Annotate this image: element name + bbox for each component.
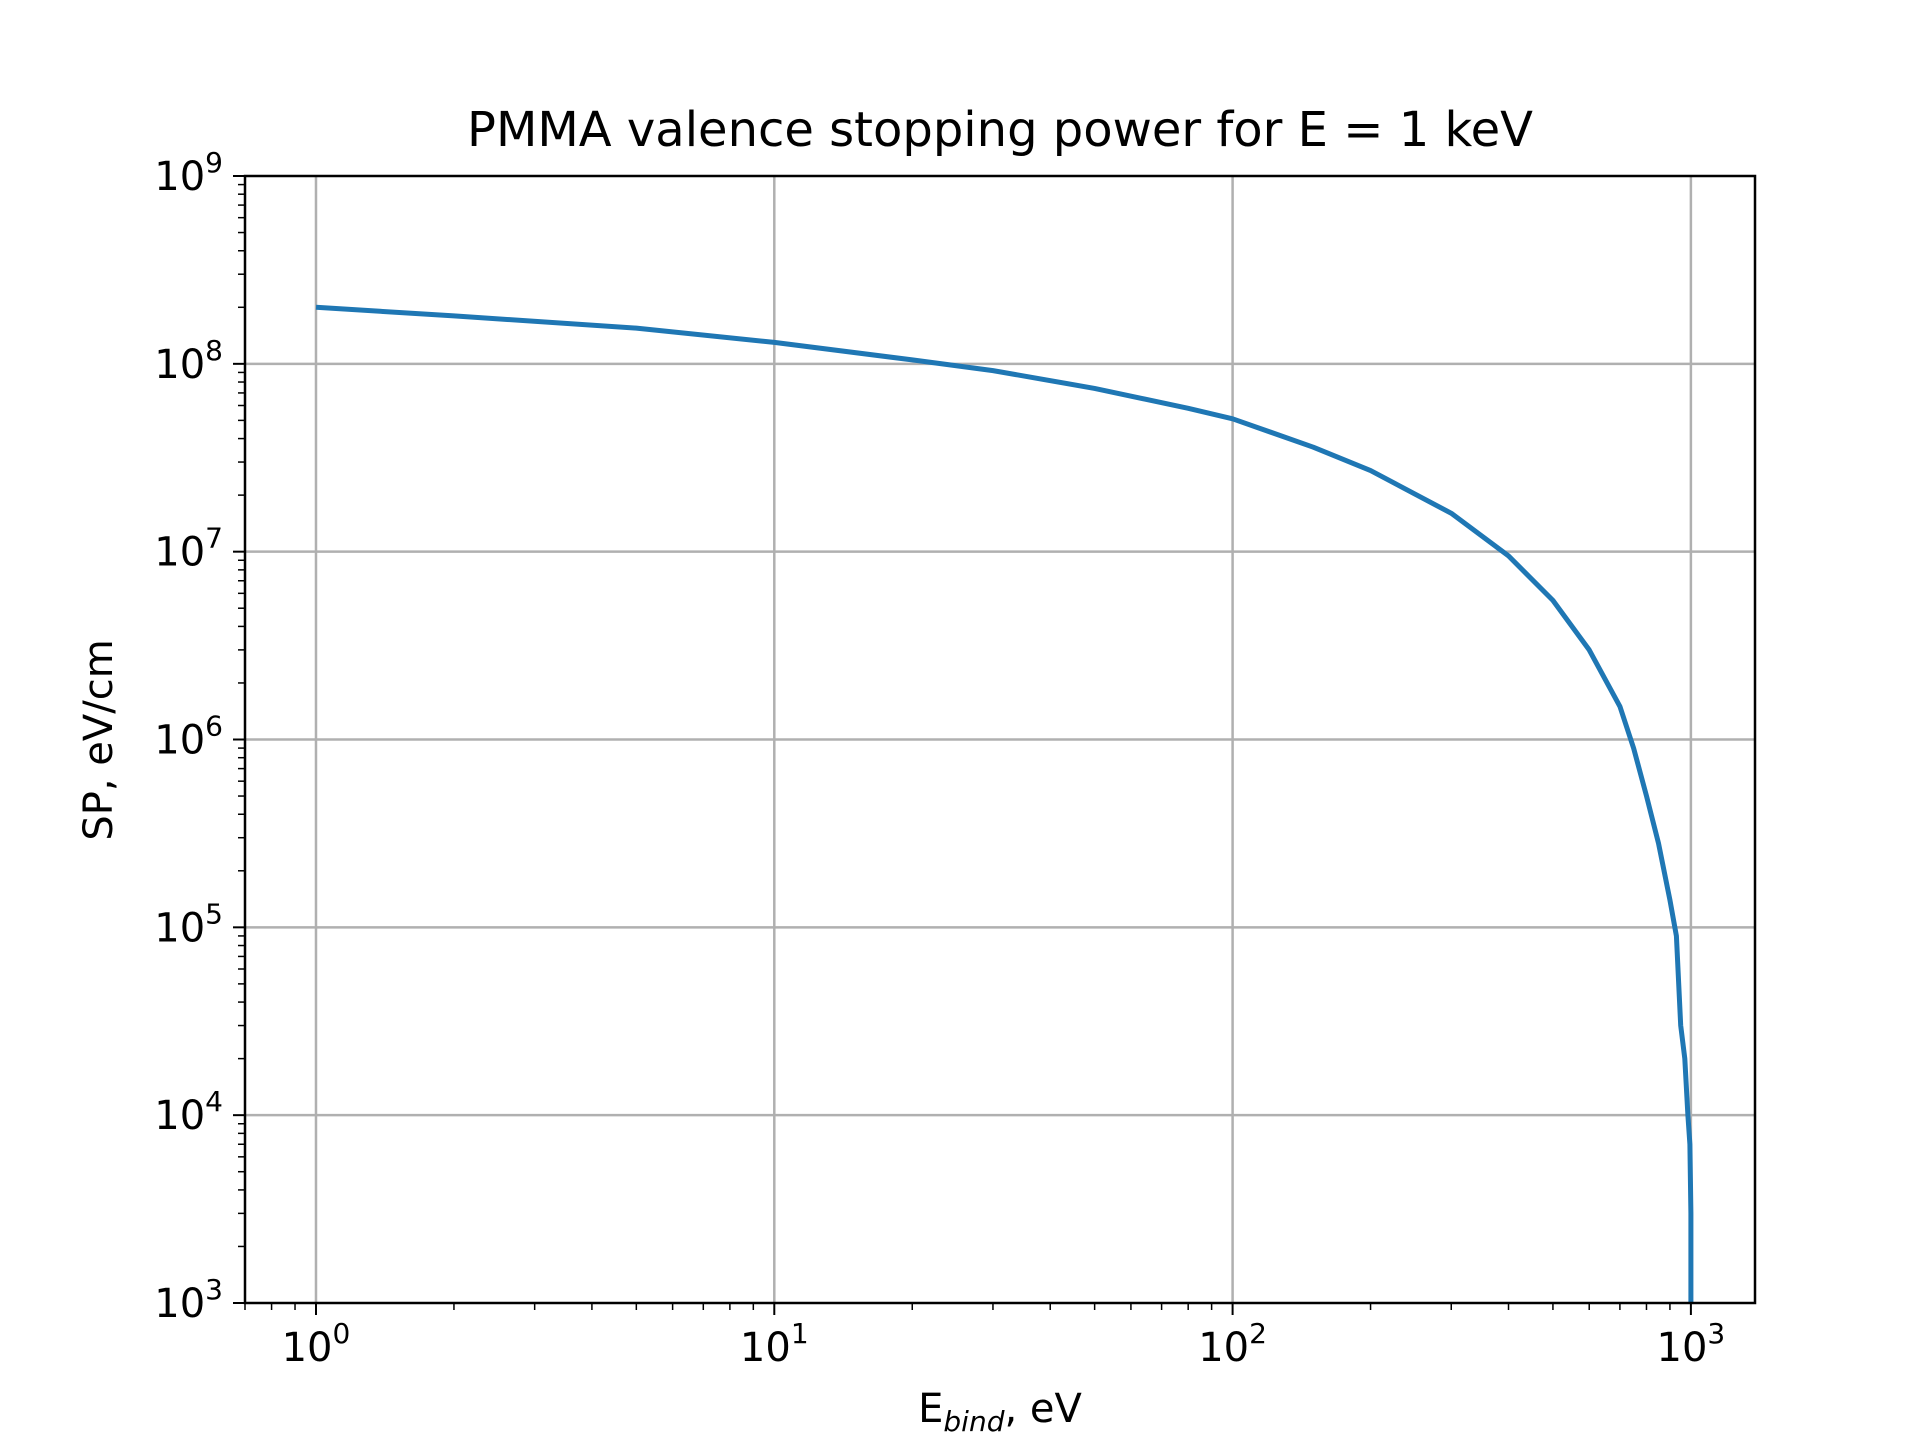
x-tick-base: 10	[740, 1325, 791, 1371]
x-axis-title: Ebind, eV	[918, 1386, 1082, 1438]
y-tick-label: 103	[154, 1273, 223, 1327]
x-tick-exponent: 1	[791, 1317, 809, 1350]
y-tick-label: 108	[154, 334, 223, 388]
y-tick-exponent: 8	[205, 334, 223, 367]
y-tick-exponent: 9	[205, 146, 223, 179]
y-tick-label: 105	[154, 897, 223, 951]
y-tick-label: 104	[154, 1085, 223, 1139]
y-tick-base: 10	[154, 718, 205, 764]
x-tick-exponent: 2	[1249, 1317, 1267, 1350]
x-tick-base: 10	[1198, 1325, 1249, 1371]
x-tick-exponent: 0	[333, 1317, 351, 1350]
y-tick-exponent: 3	[205, 1273, 223, 1306]
series-line	[315, 304, 1694, 1303]
x-tick-label: 103	[1657, 1317, 1726, 1371]
x-axis-title-main: E	[918, 1386, 943, 1432]
y-tick-exponent: 6	[205, 710, 223, 743]
y-tick-base: 10	[154, 342, 205, 388]
y-tick-base: 10	[154, 1093, 205, 1139]
y-tick-label: 109	[154, 146, 223, 200]
y-tick-base: 10	[154, 154, 205, 200]
x-tick-base: 10	[282, 1325, 333, 1371]
y-tick-label: 106	[154, 710, 223, 764]
y-tick-base: 10	[154, 530, 205, 576]
x-tick-exponent: 3	[1707, 1317, 1725, 1350]
x-tick-label: 100	[282, 1317, 351, 1371]
x-tick-label: 102	[1198, 1317, 1267, 1371]
x-axis-title-subscript: bind	[943, 1405, 1004, 1438]
y-tick-base: 10	[154, 905, 205, 951]
y-tick-base: 10	[154, 1281, 205, 1327]
minor-ticks	[238, 183, 1671, 1310]
data-series	[315, 304, 1694, 1303]
x-axis-title-unit: , eV	[1004, 1386, 1082, 1432]
y-tick-label: 107	[154, 522, 223, 576]
y-tick-exponent: 4	[205, 1085, 223, 1118]
chart-title: PMMA valence stopping power for E = 1 ke…	[467, 102, 1533, 158]
y-axis-title: SP, eV/cm	[76, 639, 122, 840]
y-tick-exponent: 5	[205, 897, 223, 930]
y-tick-exponent: 7	[205, 522, 223, 555]
grid-lines	[245, 176, 1755, 1303]
x-tick-base: 10	[1657, 1325, 1708, 1371]
x-tick-label: 101	[740, 1317, 809, 1371]
